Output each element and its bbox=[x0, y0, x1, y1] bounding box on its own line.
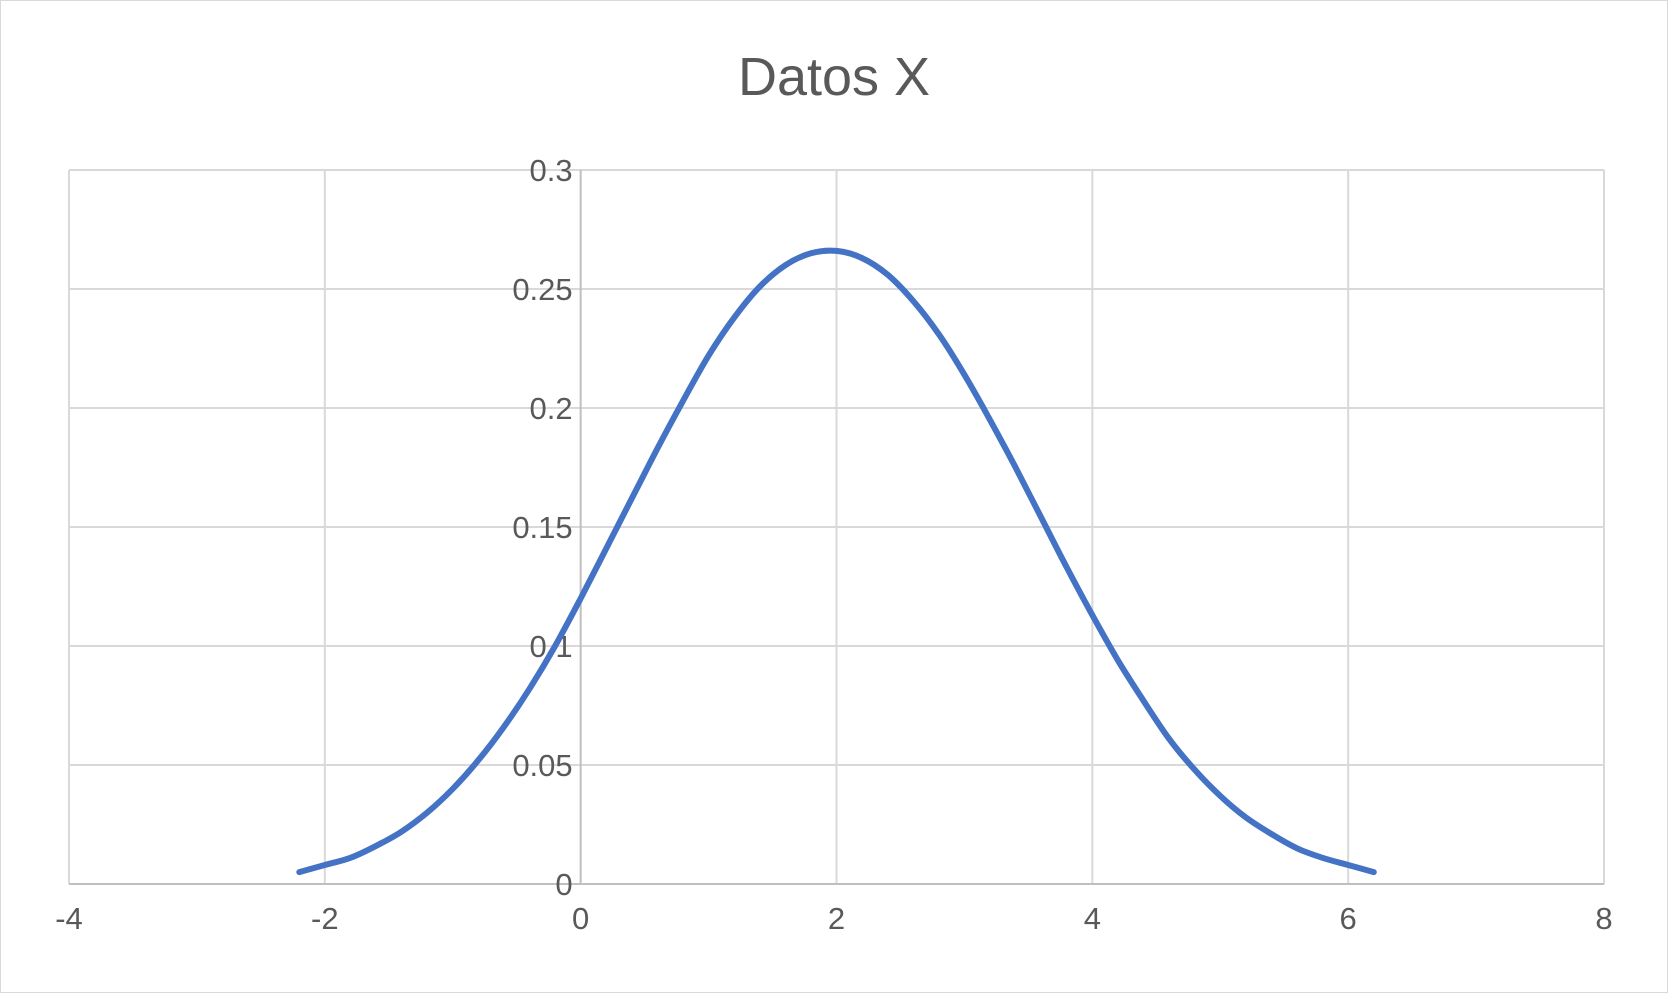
y-tick-label: 0.2 bbox=[530, 391, 573, 426]
y-tick-labels: 00.050.10.150.20.250.3 bbox=[512, 153, 572, 902]
x-tick-labels: -4 -2 0 2 4 6 8 bbox=[55, 901, 1612, 936]
x-tick-label: 0 bbox=[572, 901, 589, 936]
y-tick-label: 0.15 bbox=[512, 510, 572, 545]
y-tick-label: 0.25 bbox=[512, 272, 572, 307]
x-tick-label: 6 bbox=[1340, 901, 1357, 936]
y-tick-label: 0.3 bbox=[530, 153, 573, 188]
x-tick-label: 4 bbox=[1084, 901, 1101, 936]
x-tick-label: 2 bbox=[828, 901, 845, 936]
x-tick-label: -2 bbox=[311, 901, 339, 936]
y-gridlines bbox=[69, 169, 1604, 766]
y-tick-label: 0 bbox=[555, 867, 572, 902]
series-line-0 bbox=[296, 247, 1377, 876]
x-tick-label: -4 bbox=[55, 901, 83, 936]
y-tick-label: 0.05 bbox=[512, 748, 572, 783]
series-group bbox=[296, 247, 1377, 876]
chart-title: Datos X bbox=[738, 47, 930, 107]
axes bbox=[69, 170, 1604, 885]
x-tick-label: 8 bbox=[1595, 901, 1612, 936]
